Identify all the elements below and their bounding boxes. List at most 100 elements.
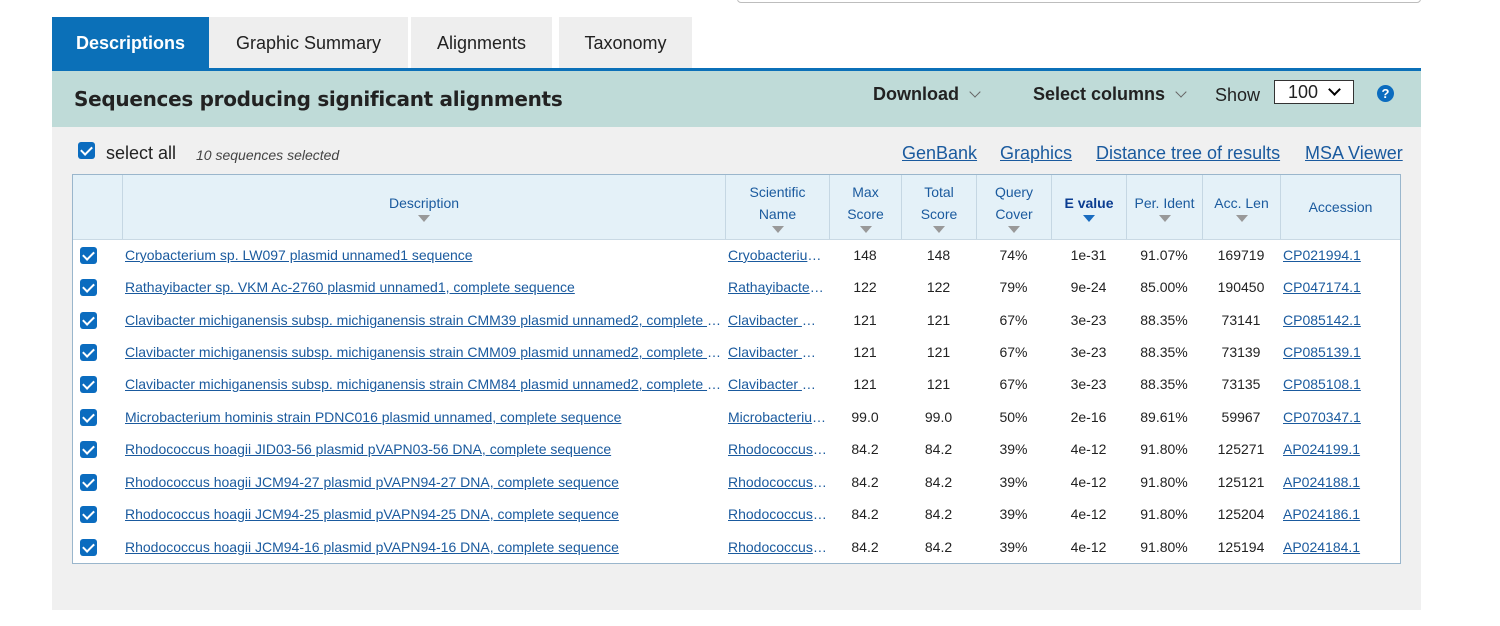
column-e-value[interactable]: E value — [1051, 175, 1126, 239]
scientific-name-link[interactable]: Cryobacterium sp. LW097 — [728, 247, 829, 263]
accession-link[interactable]: CP085139.1 — [1283, 344, 1361, 360]
column-label: Max — [852, 184, 879, 200]
show-label: Show — [1215, 85, 1261, 105]
row-checkbox[interactable] — [80, 376, 97, 393]
search-bar-edge — [737, 0, 1421, 3]
max-score-cell: 121 — [853, 312, 877, 328]
acc-len-cell: 73135 — [1221, 376, 1261, 392]
max-score-cell: 84.2 — [851, 441, 879, 457]
column-label: Acc. Len — [1214, 195, 1269, 211]
select-columns-button[interactable]: Select columns — [1033, 84, 1187, 105]
scientific-name-link[interactable]: Rhodococcus hoagii — [728, 441, 829, 457]
description-link[interactable]: Clavibacter michiganensis subsp. michiga… — [125, 344, 725, 360]
column-label: Query — [994, 184, 1034, 200]
select-all-label[interactable]: select all — [106, 143, 177, 163]
description-link[interactable]: Rathayibacter sp. VKM Ac-2760 plasmid un… — [125, 279, 575, 295]
scientific-name-link[interactable]: Clavibacter michiganensis — [728, 312, 829, 328]
show-count-select[interactable]: 100 — [1274, 80, 1354, 104]
row-checkbox[interactable] — [80, 247, 97, 264]
help-icon[interactable]: ? — [1377, 85, 1394, 102]
acc-len-cell: 125204 — [1217, 506, 1265, 522]
total-score-cell: 84.2 — [924, 441, 953, 457]
accession-link[interactable]: AP024199.1 — [1283, 441, 1361, 457]
scientific-name-link[interactable]: Rhodococcus hoagii — [728, 506, 829, 522]
e-value-cell: 3e-23 — [1070, 312, 1107, 328]
description-link[interactable]: Microbacterium hominis strain PDNC016 pl… — [125, 409, 622, 425]
sort-arrow-icon — [1235, 215, 1248, 222]
accession-link[interactable]: CP021994.1 — [1283, 247, 1361, 263]
column-scientific-name[interactable]: Scientific Name — [725, 175, 829, 239]
accession-link[interactable]: CP085108.1 — [1283, 376, 1361, 392]
table-row: Rhodococcus hoagii JCM94-27 plasmid pVAP… — [73, 466, 1400, 498]
e-value-cell: 4e-12 — [1070, 441, 1107, 457]
scientific-name-link[interactable]: Clavibacter michiganensis — [728, 376, 829, 392]
tab-graphic-summary[interactable]: Graphic Summary — [209, 17, 408, 69]
row-checkbox[interactable] — [80, 441, 97, 458]
row-checkbox[interactable] — [80, 506, 97, 523]
e-value-cell: 4e-12 — [1070, 474, 1107, 490]
description-link[interactable]: Rhodococcus hoagii JCM94-25 plasmid pVAP… — [125, 506, 619, 522]
table-row: Cryobacterium sp. LW097 plasmid unnamed1… — [73, 239, 1400, 271]
per-ident-cell: 91.80% — [1140, 474, 1188, 490]
row-checkbox[interactable] — [80, 539, 97, 556]
column-per-ident[interactable]: Per. Ident — [1126, 175, 1202, 239]
e-value-cell: 2e-16 — [1070, 409, 1107, 425]
e-value-cell: 3e-23 — [1070, 344, 1107, 360]
query-cover-cell: 39% — [999, 539, 1028, 555]
results-header-bar: Sequences producing significant alignmen… — [52, 71, 1421, 127]
table-row: Rathayibacter sp. VKM Ac-2760 plasmid un… — [73, 271, 1400, 303]
row-checkbox[interactable] — [80, 409, 97, 426]
column-acc-len[interactable]: Acc. Len — [1202, 175, 1280, 239]
accession-link[interactable]: AP024188.1 — [1283, 474, 1361, 490]
scientific-name-link[interactable]: Rhodococcus hoagii — [728, 539, 829, 555]
scientific-name-link[interactable]: Microbacterium hominis — [728, 409, 829, 425]
acc-len-cell: 73141 — [1221, 312, 1261, 328]
accession-link[interactable]: CP070347.1 — [1283, 409, 1361, 425]
accession-link[interactable]: CP047174.1 — [1283, 279, 1361, 295]
tab-taxonomy[interactable]: Taxonomy — [559, 17, 692, 69]
total-score-cell: 122 — [926, 279, 951, 295]
description-link[interactable]: Rhodococcus hoagii JCM94-16 plasmid pVAP… — [125, 539, 619, 555]
column-label: Name — [758, 206, 797, 222]
row-checkbox[interactable] — [80, 474, 97, 491]
msa-viewer-link[interactable]: MSA Viewer — [1305, 143, 1403, 163]
row-checkbox[interactable] — [80, 312, 97, 329]
distance-tree-link[interactable]: Distance tree of results — [1096, 143, 1281, 163]
description-link[interactable]: Clavibacter michiganensis subsp. michiga… — [125, 312, 725, 328]
total-score-cell: 121 — [926, 312, 951, 328]
tab-descriptions[interactable]: Descriptions — [52, 17, 209, 69]
column-description[interactable]: Description — [122, 175, 725, 239]
scientific-name-link[interactable]: Clavibacter michiganensis — [728, 344, 829, 360]
accession-link[interactable]: CP085142.1 — [1283, 312, 1361, 328]
column-label: Description — [388, 195, 460, 211]
query-cover-cell: 67% — [999, 344, 1028, 360]
total-score-cell: 121 — [926, 344, 951, 360]
graphics-link[interactable]: Graphics — [1000, 143, 1073, 163]
description-link[interactable]: Cryobacterium sp. LW097 plasmid unnamed1… — [125, 247, 473, 263]
tab-alignments[interactable]: Alignments — [411, 17, 552, 69]
select-all-checkbox[interactable] — [78, 142, 95, 159]
sort-arrow-icon — [418, 215, 430, 222]
column-label: Per. Ident — [1134, 195, 1195, 211]
column-query-cover[interactable]: Query Cover — [976, 175, 1051, 239]
column-max-score[interactable]: Max Score — [829, 175, 901, 239]
total-score-cell: 84.2 — [924, 539, 953, 555]
scientific-name-link[interactable]: Rhodococcus hoagii — [728, 474, 829, 490]
scientific-name-link[interactable]: Rathayibacter sp. VKM Ac-2760 — [728, 279, 829, 295]
chevron-down-icon — [969, 85, 981, 98]
table-row: Clavibacter michiganensis subsp. michiga… — [73, 368, 1400, 400]
sort-arrow-icon — [1158, 215, 1171, 222]
accession-link[interactable]: AP024186.1 — [1283, 506, 1361, 522]
row-checkbox[interactable] — [80, 344, 97, 361]
column-label: Score — [920, 206, 958, 222]
query-cover-cell: 74% — [999, 247, 1028, 263]
acc-len-cell: 125194 — [1217, 539, 1265, 555]
genbank-link[interactable]: GenBank — [902, 143, 978, 163]
row-checkbox[interactable] — [80, 279, 97, 296]
description-link[interactable]: Clavibacter michiganensis subsp. michiga… — [125, 376, 725, 392]
column-total-score[interactable]: Total Score — [901, 175, 976, 239]
description-link[interactable]: Rhodococcus hoagii JCM94-27 plasmid pVAP… — [125, 474, 619, 490]
accession-link[interactable]: AP024184.1 — [1283, 539, 1361, 555]
download-button[interactable]: Download — [873, 84, 981, 105]
description-link[interactable]: Rhodococcus hoagii JID03-56 plasmid pVAP… — [125, 441, 612, 457]
